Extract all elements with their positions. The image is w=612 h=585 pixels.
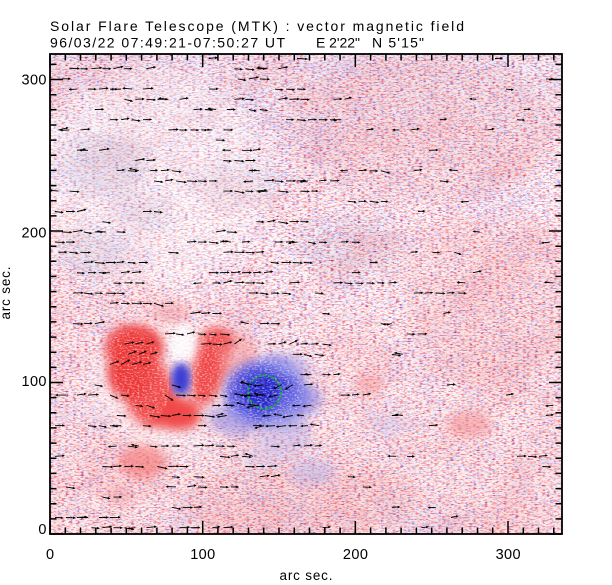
svg-text:0: 0 [38,522,46,538]
svg-text:100: 100 [22,374,47,390]
svg-text:300: 300 [496,547,521,563]
svg-text:E 2'22": E 2'22" [316,35,360,51]
svg-text:arc sec.: arc sec. [280,568,333,583]
svg-text:100: 100 [190,547,215,563]
svg-text:Solar Flare Telescope (MTK) :: Solar Flare Telescope (MTK) : vector mag… [50,18,464,34]
svg-text:200: 200 [343,547,368,563]
svg-text:arc sec.: arc sec. [0,267,13,320]
svg-text:200: 200 [22,226,47,242]
svg-text:N 5'15": N 5'15" [372,35,424,51]
svg-text:0: 0 [46,547,54,563]
svg-text:300: 300 [22,73,47,89]
